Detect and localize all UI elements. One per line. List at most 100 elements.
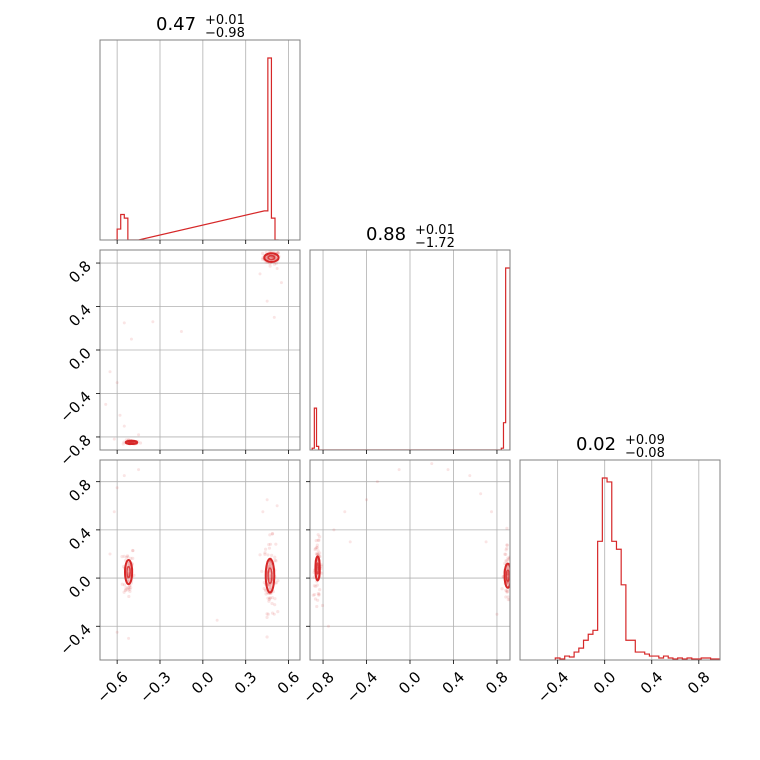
title-value: 0.02 bbox=[576, 434, 616, 455]
sample-point bbox=[127, 594, 131, 599]
sample-point bbox=[125, 554, 130, 558]
sample-point bbox=[503, 552, 507, 556]
sample-point bbox=[326, 624, 330, 628]
sample-point bbox=[276, 251, 281, 255]
sample-point bbox=[314, 552, 319, 556]
sample-point bbox=[317, 538, 321, 542]
sample-point bbox=[315, 545, 319, 550]
sample-point bbox=[274, 559, 278, 563]
x-tick-label: 0.3 bbox=[231, 668, 261, 698]
sample-point bbox=[115, 630, 119, 634]
panel-scatter-2-0: −0.6 −0.3 0.0 0.3 0.60.80.40.0−0.4 bbox=[56, 459, 303, 707]
sample-point bbox=[268, 573, 272, 577]
sample-point bbox=[490, 510, 494, 514]
sample-point bbox=[129, 586, 133, 590]
sample-point bbox=[279, 281, 283, 285]
histogram-step bbox=[311, 267, 510, 450]
sample-point bbox=[126, 586, 130, 590]
sample-point bbox=[270, 611, 275, 615]
hist-bar bbox=[598, 541, 603, 660]
sample-point bbox=[276, 579, 280, 583]
sample-point bbox=[506, 581, 510, 585]
sample-point bbox=[317, 593, 321, 597]
sample-point bbox=[126, 578, 130, 582]
sample-point bbox=[215, 618, 219, 622]
sample-point bbox=[128, 584, 132, 588]
x-tick-label: −0.4 bbox=[534, 668, 572, 706]
y-tick-label: 0.8 bbox=[65, 257, 95, 287]
sample-point bbox=[120, 582, 124, 586]
sample-point bbox=[138, 441, 143, 445]
sample-point bbox=[504, 548, 508, 552]
x-tick-label: 0.0 bbox=[590, 668, 620, 698]
sample-point bbox=[179, 330, 183, 334]
sample-point bbox=[127, 636, 131, 640]
sample-point bbox=[122, 474, 126, 478]
sample-point bbox=[122, 554, 126, 558]
sample-point bbox=[131, 548, 135, 553]
sample-point bbox=[313, 547, 317, 552]
sample-point bbox=[318, 588, 322, 592]
hist-bar bbox=[593, 630, 598, 660]
panel-content bbox=[104, 250, 283, 446]
title-value: 0.88 bbox=[366, 224, 406, 245]
sample-point bbox=[126, 561, 131, 566]
x-tick-label: 0.4 bbox=[637, 668, 667, 698]
sample-point bbox=[315, 604, 319, 609]
title-lower-error: −0.98 bbox=[205, 26, 245, 41]
panel-hist-1: 0.88 +0.01−1.72 bbox=[309, 223, 511, 454]
sample-point bbox=[115, 381, 119, 385]
y-tick-label: 0.8 bbox=[65, 476, 95, 506]
sample-point bbox=[315, 545, 319, 549]
sample-point bbox=[124, 588, 128, 592]
axes-frame bbox=[99, 459, 301, 661]
y-tick-label: 0.4 bbox=[65, 524, 95, 554]
sample-point bbox=[126, 588, 130, 592]
axes-frame bbox=[99, 39, 301, 241]
sample-point bbox=[505, 526, 509, 530]
sample-point bbox=[269, 586, 273, 590]
hist-bar bbox=[616, 549, 621, 660]
hist-bar bbox=[264, 211, 268, 240]
panel-hist-0: 0.47 +0.01−0.98 bbox=[99, 13, 301, 244]
sample-point bbox=[274, 581, 279, 585]
panel-scatter-1-0: 0.8 0.4 0.0 −0.4 −0.8 bbox=[56, 249, 301, 470]
sample-point bbox=[313, 597, 318, 601]
sample-point bbox=[505, 589, 509, 593]
sample-point bbox=[316, 551, 320, 556]
sample-point bbox=[124, 555, 129, 559]
sample-point bbox=[131, 556, 135, 560]
sample-point bbox=[505, 546, 509, 550]
hist-bar bbox=[574, 652, 579, 660]
sample-point bbox=[265, 635, 269, 639]
x-tick-label: 0.4 bbox=[439, 668, 469, 698]
sample-point bbox=[500, 587, 504, 591]
sample-point bbox=[258, 553, 262, 557]
sample-point bbox=[320, 571, 324, 575]
sample-point bbox=[108, 370, 112, 374]
sample-point bbox=[265, 498, 269, 502]
sample-point bbox=[275, 266, 279, 270]
sample-point bbox=[316, 591, 320, 596]
sample-point bbox=[132, 573, 136, 577]
sample-point bbox=[267, 599, 271, 603]
panel-content bbox=[311, 267, 510, 450]
sample-point bbox=[270, 553, 274, 557]
sample-point bbox=[261, 510, 265, 514]
hist-bar bbox=[621, 585, 626, 660]
x-tick-label: 0.0 bbox=[188, 668, 218, 698]
x-tick-label: −0.4 bbox=[343, 668, 381, 706]
sample-point bbox=[314, 538, 318, 543]
sample-point bbox=[260, 569, 264, 573]
sample-point bbox=[122, 590, 126, 594]
sample-point bbox=[343, 510, 347, 514]
sample-point bbox=[267, 583, 272, 587]
title-upper-error: +0.01 bbox=[205, 13, 245, 28]
sample-point bbox=[122, 321, 126, 325]
sample-point bbox=[258, 272, 262, 276]
density-contour-inner bbox=[267, 567, 273, 585]
sample-point bbox=[262, 586, 266, 591]
density-contour bbox=[124, 559, 134, 586]
density-contour-inner bbox=[267, 254, 276, 261]
